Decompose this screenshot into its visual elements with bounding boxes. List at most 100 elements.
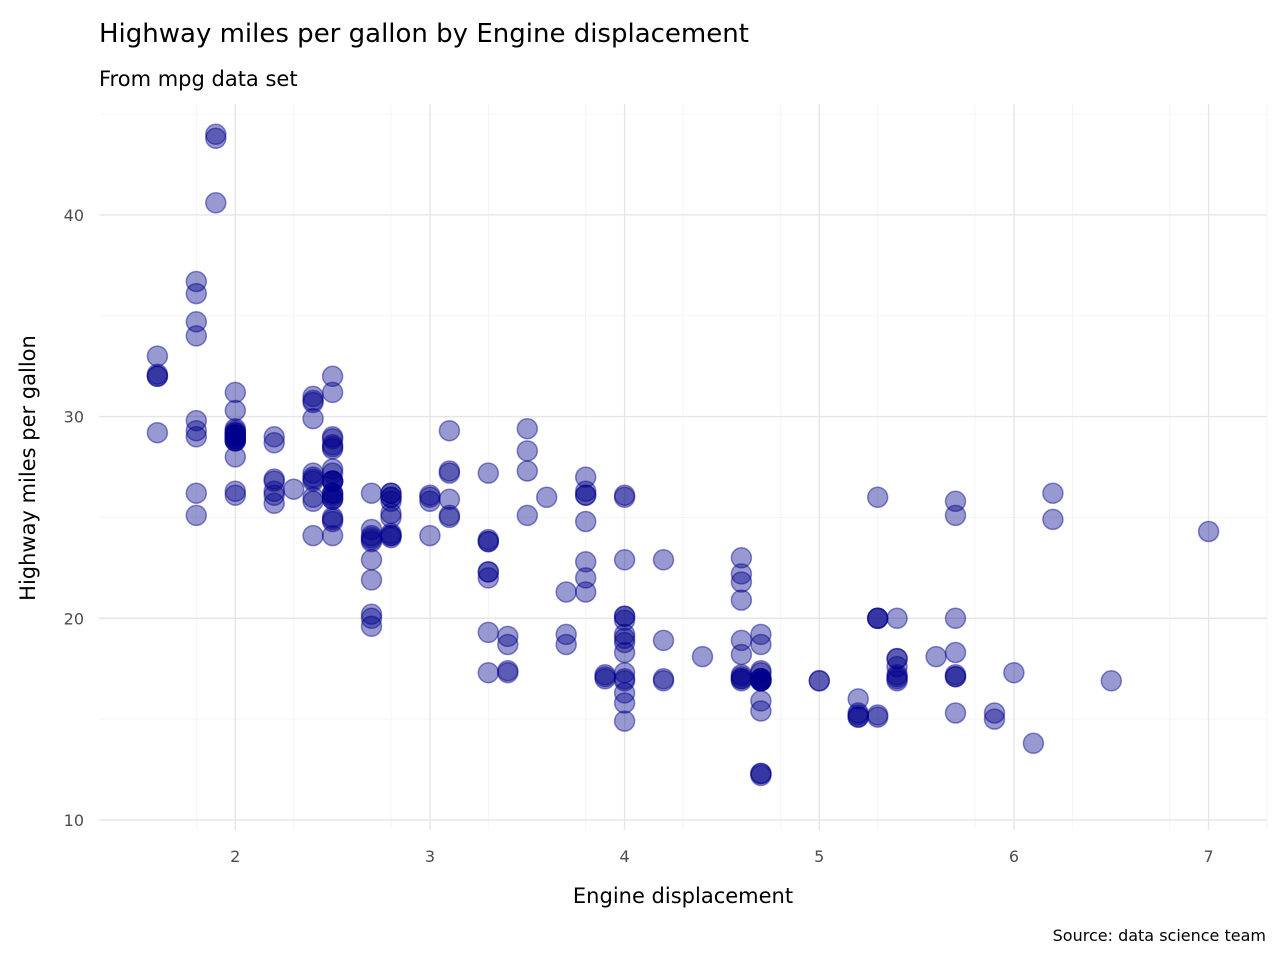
data-point — [302, 391, 324, 414]
data-point — [321, 434, 344, 456]
data-point — [380, 502, 402, 525]
data-point — [886, 607, 908, 630]
data-point — [613, 668, 636, 690]
data-point — [477, 621, 500, 644]
data-point — [302, 524, 324, 547]
data-point — [302, 466, 324, 488]
data-point — [477, 567, 500, 589]
data-point — [886, 647, 908, 670]
data-point — [847, 706, 869, 728]
y-tick-label: 10 — [64, 811, 84, 830]
data-point — [380, 482, 402, 504]
data-point — [360, 526, 383, 549]
data-point — [847, 706, 869, 728]
data-point — [750, 668, 772, 690]
data-point — [302, 468, 324, 490]
data-point — [866, 607, 889, 630]
data-point — [516, 504, 539, 527]
data-point — [730, 670, 753, 692]
data-point — [750, 690, 772, 712]
data-point — [613, 710, 636, 732]
data-point — [380, 506, 402, 529]
data-point — [185, 270, 208, 293]
data-point — [263, 480, 285, 502]
data-point — [652, 668, 675, 690]
data-point — [555, 581, 577, 603]
data-point — [866, 607, 889, 630]
data-point — [380, 524, 402, 547]
data-point — [750, 670, 772, 692]
data-point — [185, 482, 208, 504]
data-point — [1197, 520, 1220, 543]
data-point — [146, 345, 169, 367]
data-point — [146, 365, 169, 388]
data-point — [613, 486, 636, 509]
data-point — [321, 381, 344, 404]
y-tick-label: 30 — [64, 408, 84, 427]
data-point — [497, 661, 519, 684]
data-point — [263, 432, 285, 454]
data-point — [730, 571, 753, 593]
data-point — [944, 641, 967, 664]
data-point — [886, 647, 908, 670]
data-point — [886, 663, 908, 686]
data-point — [224, 423, 247, 446]
data-point — [1100, 670, 1123, 692]
data-point — [886, 655, 908, 678]
data-point — [224, 428, 247, 450]
data-point — [613, 641, 636, 664]
data-point — [983, 708, 1006, 730]
data-point — [438, 462, 461, 484]
data-point — [944, 665, 967, 688]
data-point — [224, 430, 247, 452]
data-point — [866, 704, 889, 726]
data-point — [380, 526, 402, 549]
data-point — [477, 561, 500, 583]
data-point — [321, 365, 344, 388]
data-point — [321, 524, 344, 547]
data-point — [419, 484, 441, 506]
data-point — [146, 363, 169, 385]
data-point — [730, 589, 753, 611]
data-point — [146, 365, 169, 388]
data-point — [750, 661, 772, 684]
data-point — [380, 486, 402, 509]
data-point — [380, 482, 402, 504]
data-point — [477, 530, 500, 553]
data-point — [224, 417, 247, 440]
data-point — [302, 462, 324, 484]
x-tick-label: 6 — [1009, 847, 1019, 866]
data-point — [360, 607, 383, 630]
data-point — [224, 421, 247, 444]
data-point — [321, 426, 344, 448]
data-point — [944, 504, 967, 527]
data-point — [925, 645, 947, 668]
data-point — [750, 668, 772, 690]
data-point — [730, 547, 753, 569]
data-point — [866, 607, 889, 630]
data-point — [847, 702, 869, 724]
data-point — [263, 426, 285, 448]
data-point — [555, 623, 577, 646]
chart-subtitle: From mpg data set — [99, 67, 298, 91]
data-point — [302, 490, 324, 513]
data-point — [321, 470, 344, 492]
data-point — [1042, 482, 1064, 504]
data-point — [691, 645, 714, 668]
data-point — [224, 423, 247, 446]
data-point — [380, 522, 402, 545]
data-point — [886, 670, 908, 692]
data-point — [302, 486, 324, 509]
data-point — [574, 480, 597, 502]
data-point — [205, 192, 227, 214]
data-point — [730, 643, 753, 666]
data-point — [983, 702, 1006, 724]
data-point — [360, 518, 383, 541]
data-point — [205, 127, 227, 150]
data-point — [613, 605, 636, 627]
data-point — [224, 480, 247, 502]
data-point — [750, 668, 772, 690]
data-point — [224, 421, 247, 444]
